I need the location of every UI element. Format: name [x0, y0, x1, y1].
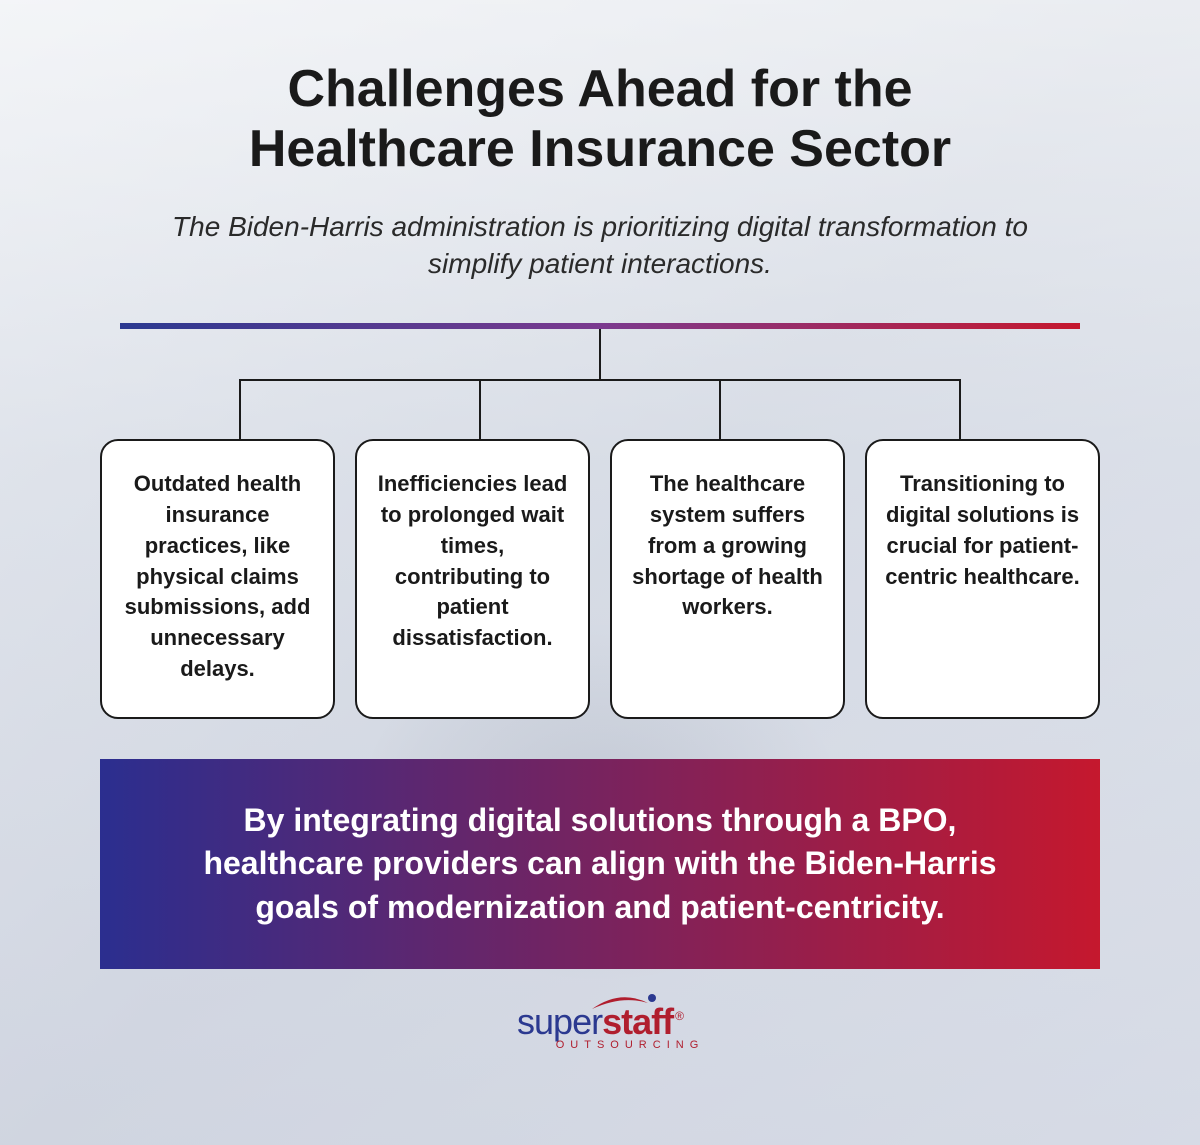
logo-tagline: OUTSOURCING: [556, 1039, 705, 1051]
logo-swoosh-icon: [590, 993, 660, 1013]
connector-stem: [599, 329, 601, 379]
challenge-card: Outdated health insurance practices, lik…: [100, 439, 335, 719]
connector-horizontal: [240, 379, 960, 381]
brand-logo: superstaff® OUTSOURCING: [496, 1001, 705, 1051]
challenge-card: Transitioning to digital solutions is cr…: [865, 439, 1100, 719]
connector-drop-3: [719, 379, 721, 439]
subtitle: The Biden-Harris administration is prior…: [140, 208, 1060, 284]
logo-registered-icon: ®: [675, 1009, 683, 1023]
challenge-card: The healthcare system suffers from a gro…: [610, 439, 845, 719]
callout-banner: By integrating digital solutions through…: [100, 759, 1100, 969]
connector-lines: [120, 329, 1080, 439]
connector-drop-2: [479, 379, 481, 439]
page-title: Challenges Ahead for the Healthcare Insu…: [249, 60, 951, 180]
challenge-cards-row: Outdated health insurance practices, lik…: [100, 439, 1100, 719]
challenge-card: Inefficiencies lead to prolonged wait ti…: [355, 439, 590, 719]
connector-drop-1: [239, 379, 241, 439]
connector-drop-4: [959, 379, 961, 439]
infographic-container: Challenges Ahead for the Healthcare Insu…: [60, 0, 1140, 1145]
